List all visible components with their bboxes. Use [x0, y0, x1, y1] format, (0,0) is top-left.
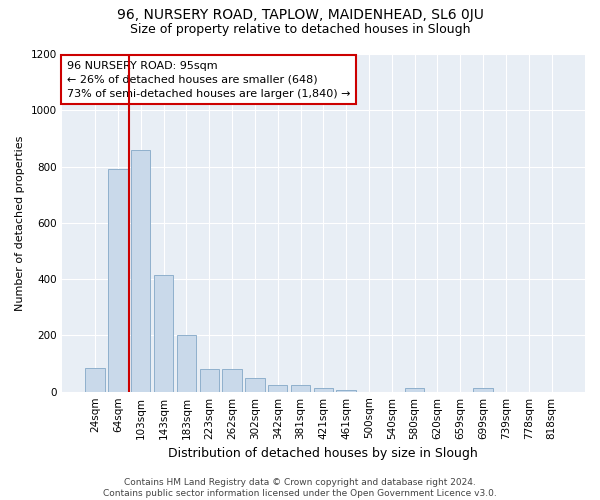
Bar — [85, 368, 105, 392]
Bar — [223, 369, 242, 392]
Bar — [291, 384, 310, 392]
Bar — [405, 388, 424, 392]
Text: Size of property relative to detached houses in Slough: Size of property relative to detached ho… — [130, 22, 470, 36]
Bar — [245, 378, 265, 392]
Bar — [177, 336, 196, 392]
Bar — [268, 384, 287, 392]
Bar — [200, 369, 219, 392]
Bar — [154, 275, 173, 392]
Bar — [473, 388, 493, 392]
Text: 96, NURSERY ROAD, TAPLOW, MAIDENHEAD, SL6 0JU: 96, NURSERY ROAD, TAPLOW, MAIDENHEAD, SL… — [116, 8, 484, 22]
Bar — [108, 170, 128, 392]
X-axis label: Distribution of detached houses by size in Slough: Distribution of detached houses by size … — [169, 447, 478, 460]
Bar — [337, 390, 356, 392]
Bar — [314, 388, 333, 392]
Y-axis label: Number of detached properties: Number of detached properties — [15, 135, 25, 310]
Text: 96 NURSERY ROAD: 95sqm
← 26% of detached houses are smaller (648)
73% of semi-de: 96 NURSERY ROAD: 95sqm ← 26% of detached… — [67, 61, 350, 99]
Text: Contains HM Land Registry data © Crown copyright and database right 2024.
Contai: Contains HM Land Registry data © Crown c… — [103, 478, 497, 498]
Bar — [131, 150, 151, 392]
